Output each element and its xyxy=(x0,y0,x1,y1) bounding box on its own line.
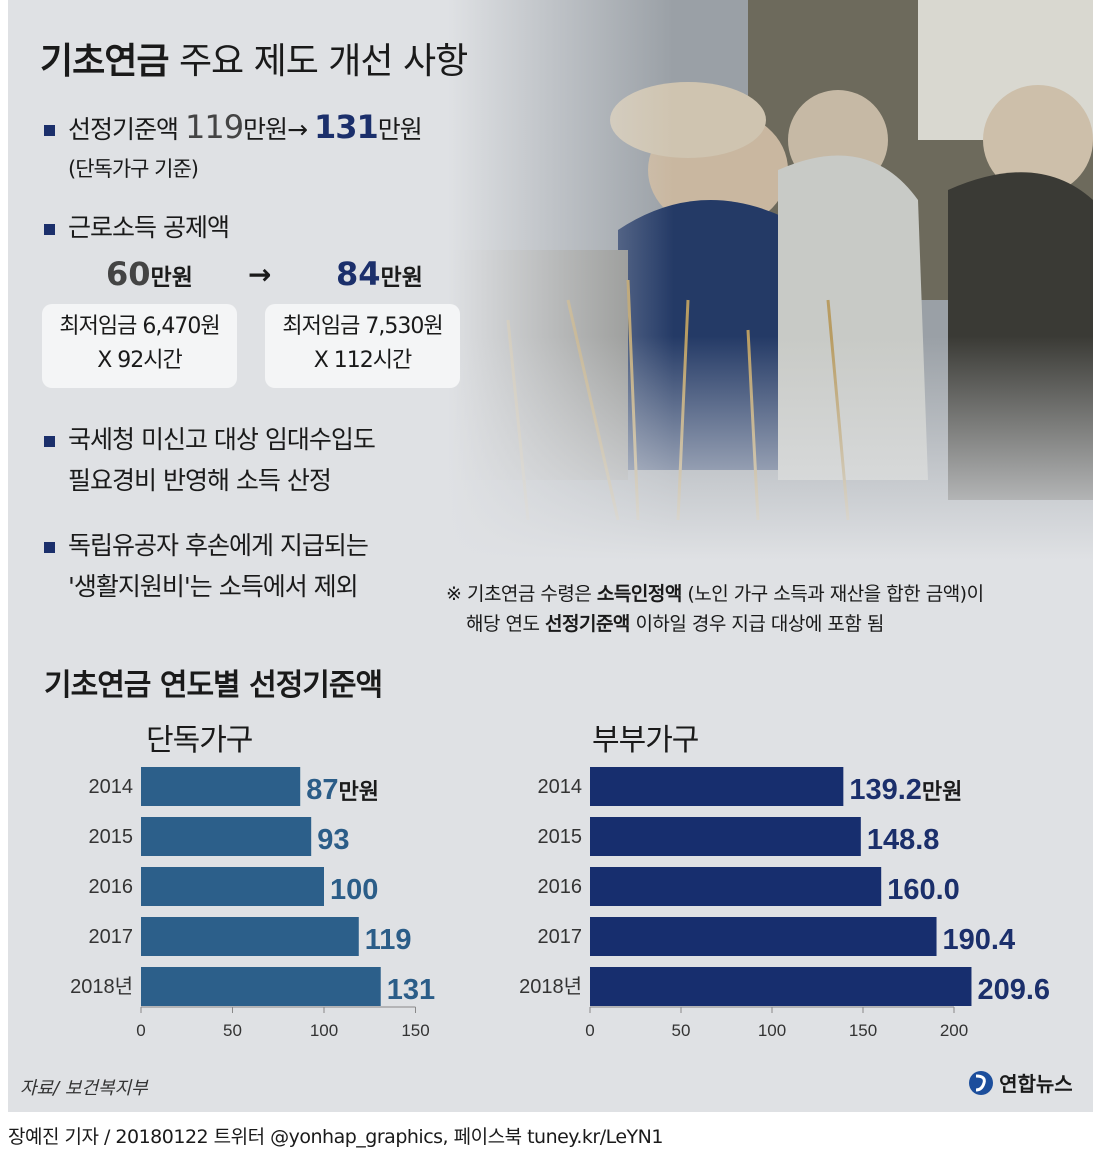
category-label: 2018년 xyxy=(70,975,133,998)
value-label: 131 xyxy=(387,974,435,1006)
category-label: 2015 xyxy=(89,826,134,848)
bar xyxy=(141,917,359,956)
bar xyxy=(141,817,312,856)
x-tick-label: 100 xyxy=(310,1021,338,1040)
bar xyxy=(590,767,844,806)
couple-household-chart: 2014 139.2만원 2015 148.8 2016 160.0 2017 190.4 20… xyxy=(519,767,1050,1040)
bar xyxy=(590,967,972,1006)
value-label: 209.6 xyxy=(977,974,1050,1006)
value-label: 87만원 xyxy=(306,774,379,806)
item-income-deduction: 근로소득 공제액 xyxy=(68,213,230,242)
item-rental-line2: 필요경비 반영해 소득 산정 xyxy=(68,466,332,495)
value-label: 119 xyxy=(365,924,412,956)
x-tick-label: 0 xyxy=(585,1021,594,1040)
unit-label: 만원 xyxy=(338,779,378,804)
item-patriot-line1: 독립유공자 후손에게 지급되는 xyxy=(68,531,369,560)
bar xyxy=(141,767,301,806)
bullet-icon xyxy=(44,436,55,447)
item-patriot-line2: '생활지원비'는 소득에서 제외 xyxy=(68,572,359,601)
category-label: 2016 xyxy=(538,876,583,898)
value-label: 100 xyxy=(330,874,378,906)
item-selection-amount: 선정기준액 119만원→ 131만원 xyxy=(68,108,423,146)
bullet-icon xyxy=(44,542,55,553)
note-line1: ※ 기초연금 수령은 소득인정액 (노인 가구 소득과 재산을 합한 금액)이 xyxy=(446,583,984,605)
deduction-box-before: 최저임금 6,470원 X 92시간 xyxy=(42,304,237,388)
value-label: 190.4 xyxy=(943,924,1016,956)
deduction-to: 84만원 xyxy=(336,255,423,293)
unit-label: 만원 xyxy=(922,779,962,804)
arrow-icon: → xyxy=(248,258,272,291)
logo-icon xyxy=(969,1070,993,1095)
bar xyxy=(590,867,882,906)
chart-title: 기초연금 연도별 선정기준액 xyxy=(44,668,383,703)
category-label: 2017 xyxy=(89,926,134,948)
x-tick-label: 50 xyxy=(223,1021,242,1040)
bar xyxy=(590,817,861,856)
item-rental-line1: 국세청 미신고 대상 임대수입도 xyxy=(68,425,376,454)
single-household-chart: 2014 87만원 2015 93 2016 100 2017 119 2018년 131 0 50 1… xyxy=(70,767,435,1040)
value-label: 93 xyxy=(317,824,349,856)
value-label: 160.0 xyxy=(887,874,960,906)
x-tick-label: 150 xyxy=(401,1021,429,1040)
category-label: 2014 xyxy=(89,776,134,798)
bar xyxy=(141,867,324,906)
note-line2: 해당 연도 선정기준액 이하일 경우 지급 대상에 포함 됨 xyxy=(466,613,884,635)
value-label: 148.8 xyxy=(867,824,940,856)
x-tick-label: 0 xyxy=(136,1021,145,1040)
category-label: 2014 xyxy=(538,776,583,798)
source-text: 자료/ 보건복지부 xyxy=(20,1078,148,1099)
x-tick-label: 200 xyxy=(940,1021,968,1040)
bullet-icon xyxy=(44,224,55,235)
yonhap-logo: 연합뉴스 xyxy=(968,1068,1073,1097)
x-tick-label: 100 xyxy=(758,1021,786,1040)
background-photo xyxy=(448,0,1093,560)
infographic-panel: 기초연금 주요 제도 개선 사항 선정기준액 119만원→ 131만원 (단독가… xyxy=(8,0,1093,1112)
bar xyxy=(590,917,937,956)
category-label: 2017 xyxy=(538,926,583,948)
footer-credit: 장예진 기자 / 20180122 트위터 @yonhap_graphics, … xyxy=(8,1126,663,1148)
deduction-from: 60만원 xyxy=(106,255,193,293)
category-label: 2018년 xyxy=(519,975,582,998)
bar xyxy=(141,967,381,1006)
couple-household-label: 부부가구 xyxy=(592,723,699,758)
x-tick-label: 50 xyxy=(672,1021,691,1040)
single-household-label: 단독가구 xyxy=(146,723,253,758)
category-label: 2015 xyxy=(538,826,583,848)
value-label: 139.2만원 xyxy=(849,774,962,806)
bullet-icon xyxy=(44,125,55,136)
deduction-box-after: 최저임금 7,530원 X 112시간 xyxy=(265,304,460,388)
x-tick-label: 150 xyxy=(849,1021,877,1040)
page-title: 기초연금 주요 제도 개선 사항 xyxy=(40,41,468,82)
item-selection-note: (단독가구 기준) xyxy=(68,157,199,181)
category-label: 2016 xyxy=(89,876,134,898)
